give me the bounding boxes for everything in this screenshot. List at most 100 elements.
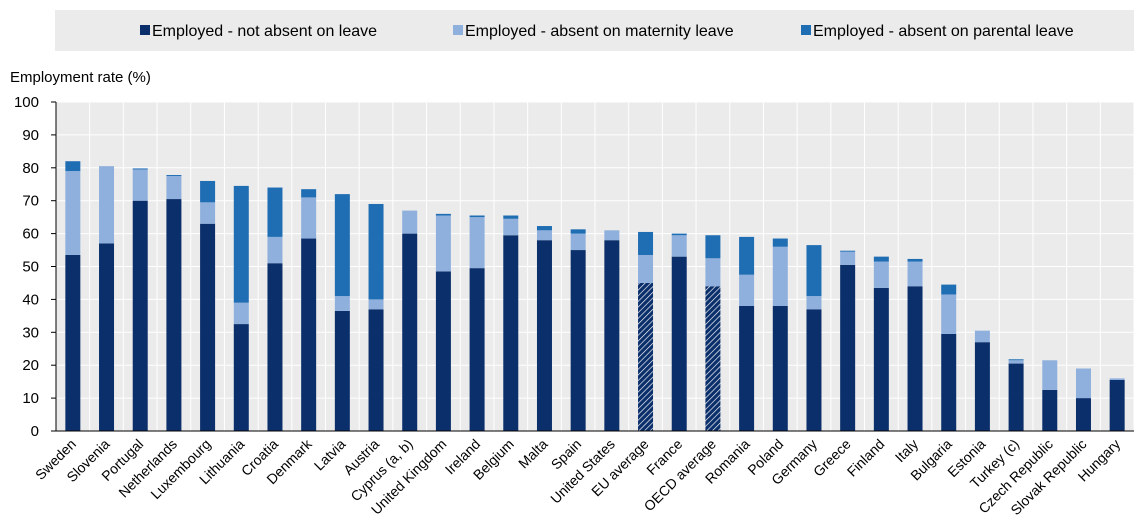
bar-segment-3 xyxy=(873,256,889,262)
bar-segment-3 xyxy=(739,236,755,275)
y-axis: 0 10 20 30 40 50 60 70 80 90 100 xyxy=(14,94,57,440)
y-tick-label: 60 xyxy=(22,226,39,243)
bar-segment-1 xyxy=(1109,380,1125,431)
bar-segment-1 xyxy=(1075,398,1091,431)
legend-swatch xyxy=(801,25,811,35)
bar-segment-2 xyxy=(907,261,923,287)
bar-segment-3 xyxy=(65,161,81,172)
bar-segment-2 xyxy=(65,171,81,255)
bar-segment-2 xyxy=(570,233,586,251)
y-tick-label: 10 xyxy=(22,390,39,407)
bar-segment-1 xyxy=(233,324,249,431)
bar-segment-3 xyxy=(233,185,249,303)
bar-segment-3 xyxy=(301,189,317,198)
bar-segment-3 xyxy=(772,238,788,247)
bar-segment-2 xyxy=(536,230,552,241)
bar-segment-2 xyxy=(840,251,856,265)
bar-segment-3 xyxy=(536,226,552,231)
legend-label: Employed - absent on parental leave xyxy=(813,23,1074,40)
bar-segment-3 xyxy=(503,215,519,219)
bar-segment-3 xyxy=(435,213,451,216)
bar-segment-1 xyxy=(840,264,856,431)
bar-segment-1 xyxy=(536,240,552,431)
bar-segment-2 xyxy=(974,330,990,343)
bar-segment-1 xyxy=(368,309,384,431)
bar-segment-1 xyxy=(739,305,755,431)
bar-segment-2 xyxy=(503,218,519,236)
bar-segment-3 xyxy=(806,245,822,297)
bar-segment-1 xyxy=(301,238,317,431)
legend-label: Employed - not absent on leave xyxy=(152,23,377,40)
y-tick-label: 0 xyxy=(31,423,39,440)
bar-segment-3 xyxy=(132,168,148,170)
legend-label: Employed - absent on maternity leave xyxy=(465,23,734,40)
bar-segment-3 xyxy=(638,231,654,255)
bar-segment-2 xyxy=(772,246,788,306)
bar-segment-2 xyxy=(99,166,115,244)
bar-segment-1 xyxy=(1008,363,1024,431)
y-tick-label: 70 xyxy=(22,193,39,210)
bar-segment-1 xyxy=(99,243,115,431)
bar-segment-2 xyxy=(1008,360,1024,364)
bar-segment-3 xyxy=(1008,359,1024,361)
bar-segment-2 xyxy=(1075,368,1091,399)
bar-segment-1 xyxy=(1042,389,1058,431)
bar-segment-1 xyxy=(334,310,350,431)
bar-segment-1 xyxy=(65,254,81,431)
bar-segment-2 xyxy=(166,176,182,200)
y-tick-label: 90 xyxy=(22,127,39,144)
bar-segment-2 xyxy=(402,210,418,234)
x-tick-label: Italy xyxy=(892,436,921,465)
bar-segment-3 xyxy=(671,233,687,236)
bar-segment-2 xyxy=(334,296,350,311)
bar-segment-1 xyxy=(267,263,283,431)
y-tick-label: 30 xyxy=(22,324,39,341)
bar-segment-1 xyxy=(941,333,957,431)
bar-segment-1 xyxy=(402,233,418,431)
bar-segment-1 xyxy=(873,287,889,431)
bar-segment-1 xyxy=(705,286,721,431)
bar-segment-3 xyxy=(267,187,283,237)
x-tick-label: Malta xyxy=(515,436,551,472)
bar-segment-1 xyxy=(469,268,485,431)
bar-segment-3 xyxy=(469,215,485,218)
y-tick-label: 100 xyxy=(14,94,39,111)
bar-segment-1 xyxy=(638,282,654,431)
y-axis-title: Employment rate (%) xyxy=(10,69,151,86)
bar-segment-2 xyxy=(638,254,654,283)
bar-segment-3 xyxy=(570,229,586,234)
bar-segment-1 xyxy=(435,271,451,431)
y-tick-label: 20 xyxy=(22,357,39,374)
bar-segment-1 xyxy=(806,309,822,431)
y-tick-label: 50 xyxy=(22,259,39,276)
bar-segment-2 xyxy=(739,274,755,306)
bar-segment-2 xyxy=(806,296,822,310)
bar-segment-2 xyxy=(435,215,451,272)
bar-segment-2 xyxy=(604,230,620,241)
bars xyxy=(65,161,1125,431)
legend-swatch xyxy=(453,25,463,35)
bar-segment-1 xyxy=(974,342,990,431)
legend-background xyxy=(55,10,1134,51)
bar-segment-2 xyxy=(873,261,889,288)
y-tick-label: 80 xyxy=(22,160,39,177)
bar-segment-3 xyxy=(907,258,923,262)
bar-segment-2 xyxy=(1109,378,1125,381)
bar-segment-2 xyxy=(671,235,687,257)
bar-segment-2 xyxy=(267,236,283,264)
bar-segment-1 xyxy=(671,256,687,431)
bar-segment-3 xyxy=(334,194,350,297)
bar-segment-3 xyxy=(941,284,957,295)
bar-segment-3 xyxy=(840,250,856,252)
bar-segment-2 xyxy=(469,217,485,269)
y-tick-label: 40 xyxy=(22,291,39,308)
bar-segment-1 xyxy=(166,199,182,431)
bar-segment-1 xyxy=(570,250,586,431)
bar-segment-3 xyxy=(368,203,384,300)
bar-segment-1 xyxy=(503,235,519,431)
bar-segment-2 xyxy=(301,197,317,239)
x-axis-labels: SwedenSloveniaPortugalNetherlandsLuxembo… xyxy=(32,435,1123,518)
bar-segment-2 xyxy=(941,294,957,334)
legend: Employed - not absent on leave Employed -… xyxy=(140,23,1074,40)
